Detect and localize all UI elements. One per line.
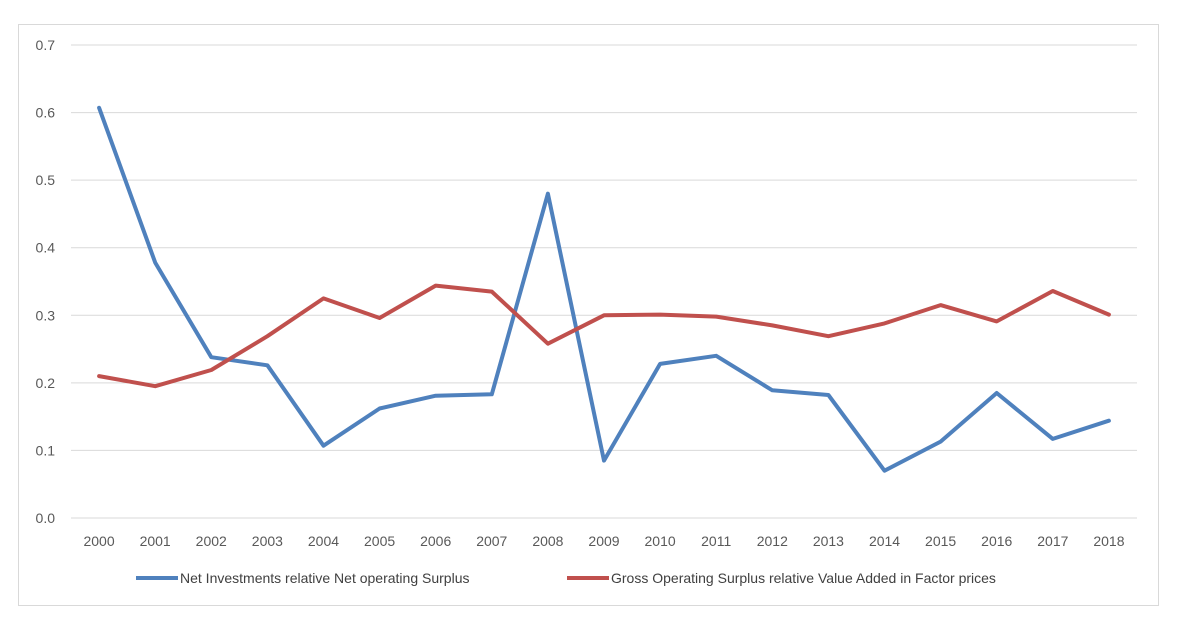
x-tick-label: 2016 [981,533,1012,549]
y-tick-label: 0.0 [36,510,56,526]
x-tick-label: 2011 [701,533,731,549]
x-tick-label: 2009 [588,533,619,549]
x-tick-label: 2017 [1037,533,1068,549]
x-tick-label: 2007 [476,533,507,549]
series-lines [97,105,1111,473]
series-line-1 [97,105,1111,473]
y-tick-label: 0.5 [36,172,56,188]
y-tick-label: 0.7 [36,37,56,53]
legend: Net Investments relative Net operating S… [136,570,996,586]
legend-label: Gross Operating Surplus relative Value A… [611,570,996,586]
x-tick-label: 2015 [925,533,956,549]
x-tick-label: 2002 [196,533,227,549]
gridlines [71,44,1137,519]
y-tick-label: 0.4 [36,240,56,256]
x-tick-label: 2000 [83,533,114,549]
x-tick-label: 2018 [1093,533,1124,549]
x-tick-label: 2006 [420,533,451,549]
y-tick-label: 0.1 [36,442,56,458]
y-tick-label: 0.2 [36,375,56,391]
x-tick-label: 2001 [140,533,171,549]
x-tick-label: 2004 [308,533,339,549]
series-line-2 [97,283,1111,389]
x-tick-label: 2003 [252,533,283,549]
x-tick-label: 2012 [757,533,788,549]
x-axis-ticks: 2000 2001 2002 2003 2004 2005 2006 2007 2008 2009… [83,533,1124,549]
x-tick-label: 2010 [645,533,676,549]
x-tick-label: 2013 [813,533,844,549]
y-axis-ticks: 0.0 0.1 0.2 0.3 0.4 0.5 0.6 0.7 [36,37,56,526]
x-tick-label: 2005 [364,533,395,549]
x-tick-label: 2014 [869,533,900,549]
y-tick-label: 0.3 [36,307,56,323]
legend-label: Net Investments relative Net operating S… [180,570,469,586]
x-tick-label: 2008 [532,533,563,549]
y-tick-label: 0.6 [36,105,56,121]
